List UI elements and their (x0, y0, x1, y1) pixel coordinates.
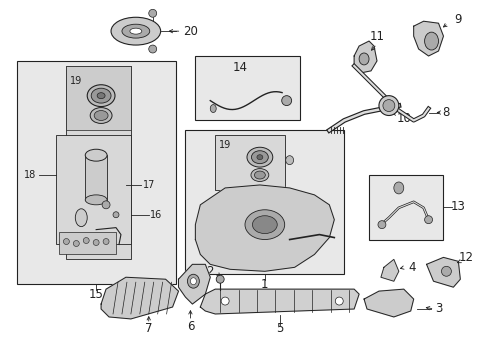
Circle shape (148, 9, 156, 17)
Ellipse shape (111, 17, 161, 45)
Ellipse shape (91, 88, 111, 103)
Bar (60, 231, 116, 255)
Text: 16: 16 (149, 210, 162, 220)
Bar (85, 155, 107, 200)
Ellipse shape (256, 155, 263, 159)
Circle shape (73, 240, 79, 247)
Ellipse shape (393, 182, 403, 194)
Circle shape (382, 100, 394, 112)
Ellipse shape (358, 53, 368, 65)
Circle shape (378, 96, 398, 116)
Text: 7: 7 (145, 322, 152, 336)
Text: 11: 11 (369, 30, 384, 42)
Ellipse shape (254, 171, 265, 179)
Circle shape (335, 297, 343, 305)
Bar (368, 175, 443, 239)
Text: 19: 19 (70, 76, 82, 86)
Ellipse shape (424, 32, 438, 50)
Bar (195, 56, 299, 121)
Polygon shape (380, 260, 398, 281)
Text: 20: 20 (183, 24, 198, 38)
Text: 12: 12 (458, 251, 473, 264)
Polygon shape (364, 289, 413, 317)
Ellipse shape (190, 278, 196, 285)
Polygon shape (195, 185, 334, 271)
Ellipse shape (252, 216, 277, 234)
Text: 5: 5 (275, 322, 283, 336)
Ellipse shape (244, 210, 284, 239)
Circle shape (281, 96, 291, 105)
Ellipse shape (250, 168, 268, 181)
Ellipse shape (94, 111, 108, 121)
Circle shape (63, 239, 69, 244)
Polygon shape (101, 277, 178, 319)
Ellipse shape (85, 195, 107, 205)
Text: 10: 10 (395, 112, 410, 125)
Ellipse shape (285, 156, 293, 165)
Bar (17, 61, 175, 284)
Ellipse shape (187, 274, 199, 288)
Bar (56, 135, 131, 244)
Bar (66, 66, 131, 130)
Circle shape (103, 239, 109, 244)
Text: 2: 2 (206, 265, 214, 278)
Ellipse shape (246, 147, 272, 167)
Text: 18: 18 (23, 170, 36, 180)
Ellipse shape (85, 149, 107, 161)
Ellipse shape (251, 151, 268, 164)
Text: 6: 6 (186, 320, 194, 333)
Text: 17: 17 (142, 180, 155, 190)
Ellipse shape (113, 212, 119, 218)
Ellipse shape (87, 85, 115, 107)
Bar (66, 66, 131, 260)
Ellipse shape (75, 209, 87, 227)
Ellipse shape (97, 93, 105, 99)
Ellipse shape (130, 28, 142, 34)
Polygon shape (200, 289, 358, 314)
Text: 19: 19 (219, 140, 231, 150)
Ellipse shape (90, 108, 112, 123)
Ellipse shape (122, 24, 149, 38)
Text: 4: 4 (407, 261, 415, 274)
Circle shape (424, 216, 432, 224)
Text: 13: 13 (450, 200, 465, 213)
Text: 3: 3 (434, 302, 441, 315)
Text: 8: 8 (442, 106, 449, 119)
Circle shape (93, 239, 99, 246)
Polygon shape (426, 257, 459, 287)
Polygon shape (413, 21, 443, 56)
Circle shape (377, 221, 385, 229)
Text: 14: 14 (232, 61, 247, 75)
Circle shape (441, 266, 450, 276)
Text: 15: 15 (88, 288, 103, 301)
Ellipse shape (210, 105, 216, 113)
Bar (185, 130, 344, 274)
Text: 1: 1 (261, 278, 268, 291)
Circle shape (221, 297, 229, 305)
Bar (215, 135, 284, 190)
Polygon shape (178, 264, 210, 304)
Circle shape (148, 45, 156, 53)
Circle shape (216, 275, 224, 283)
Ellipse shape (102, 201, 110, 209)
Circle shape (83, 238, 89, 243)
Text: 9: 9 (454, 13, 461, 26)
Polygon shape (353, 41, 376, 73)
